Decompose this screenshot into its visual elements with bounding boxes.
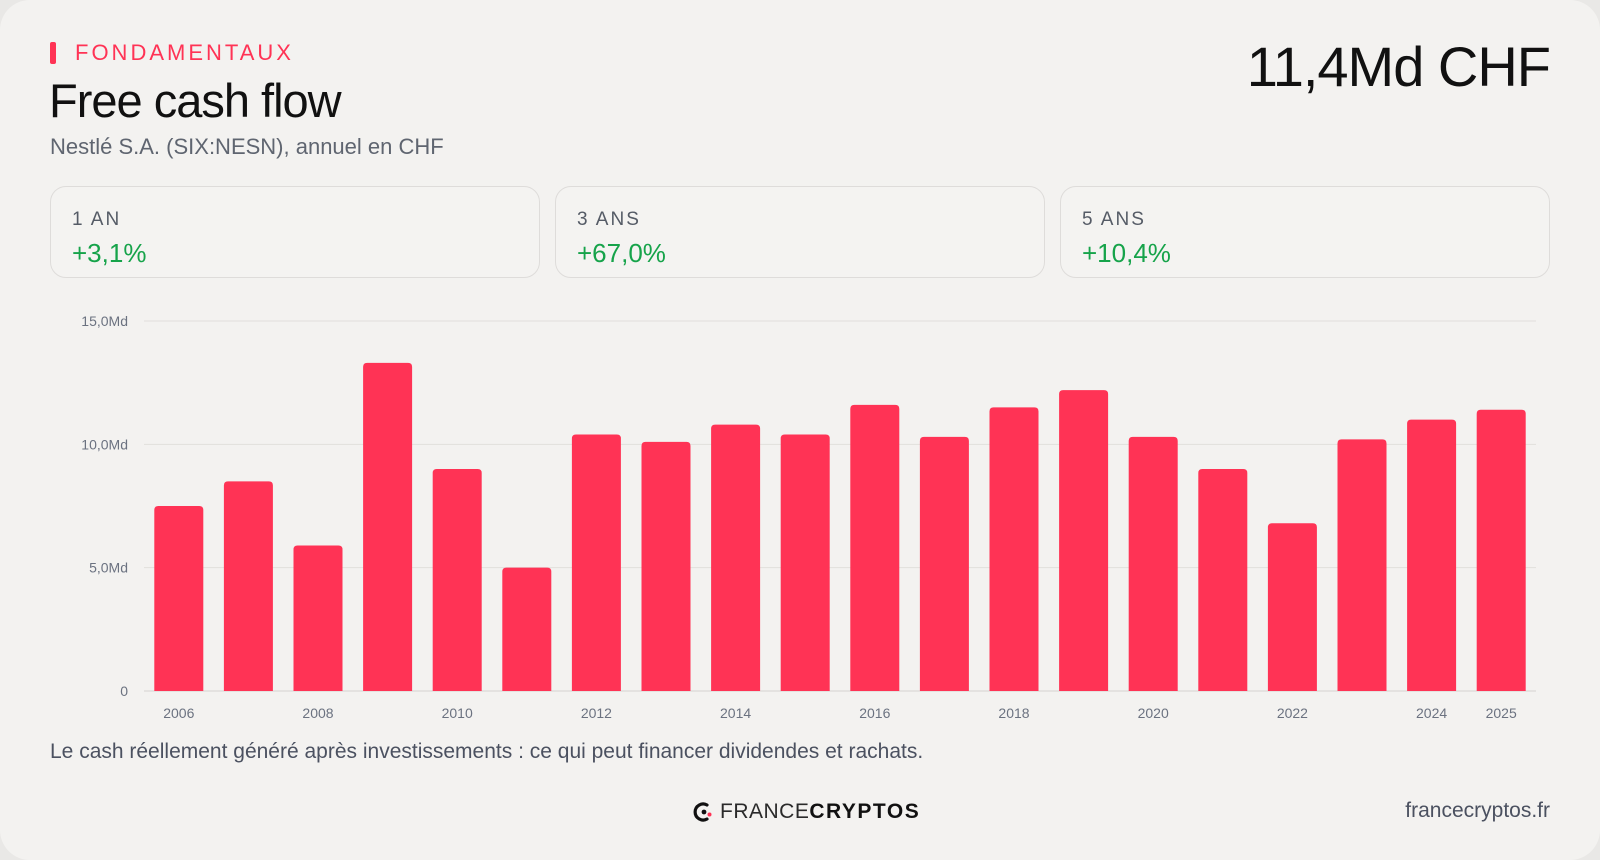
x-tick-label: 2008 <box>302 705 333 721</box>
bar-2024 <box>1407 419 1457 691</box>
x-tick-label: 2006 <box>163 705 194 721</box>
bar-2014 <box>711 424 761 691</box>
bar-2018 <box>989 407 1039 691</box>
x-tick-label: 2022 <box>1277 705 1308 721</box>
x-tick-label: 2010 <box>442 705 473 721</box>
bar-2011 <box>502 567 552 691</box>
bar-2022 <box>1267 523 1317 691</box>
bar-2023 <box>1337 439 1387 691</box>
stat-label: 3 ANS <box>577 209 641 230</box>
page-subtitle: Nestlé S.A. (SIX:NESN), annuel en CHF <box>50 134 444 159</box>
y-tick-label: 10,0Md <box>81 436 128 452</box>
kicker-text: FONDAMENTAUX <box>75 40 294 65</box>
x-tick-label: 2020 <box>1138 705 1169 721</box>
bar-2021 <box>1198 469 1248 691</box>
bar-2017 <box>919 436 969 691</box>
x-tick-label: 2024 <box>1416 705 1447 721</box>
page-title: Free cash flow <box>49 74 342 127</box>
stat-value: +3,1% <box>72 238 147 268</box>
bar-2019 <box>1059 390 1109 691</box>
y-tick-label: 0 <box>120 683 128 699</box>
stat-label: 1 AN <box>72 209 122 230</box>
y-tick-label: 5,0Md <box>89 560 128 576</box>
stat-card-1-year: 1 AN +3,1% <box>50 186 540 278</box>
x-tick-label: 2018 <box>998 705 1029 721</box>
bar-2020 <box>1128 436 1178 691</box>
bar-2016 <box>850 404 900 691</box>
kicker: FONDAMENTAUX <box>50 40 294 66</box>
site-url: francecryptos.fr <box>1405 799 1550 822</box>
logo-mark-icon <box>693 802 712 822</box>
stat-value: +10,4% <box>1082 238 1171 268</box>
bar-2009 <box>363 362 413 691</box>
bar-2006 <box>154 506 204 691</box>
stat-value: +67,0% <box>577 238 666 268</box>
stat-card-5-years: 5 ANS +10,4% <box>1060 186 1550 278</box>
stat-label: 5 ANS <box>1082 209 1146 230</box>
y-tick-label: 15,0Md <box>81 313 128 329</box>
logo-text-bold: CRYPTOS <box>809 800 921 823</box>
x-tick-label: 2016 <box>859 705 890 721</box>
stat-card-3-years: 3 ANS +67,0% <box>555 186 1045 278</box>
chart-caption: Le cash réellement généré après investis… <box>50 740 924 763</box>
x-tick-label: 2014 <box>720 705 751 721</box>
logo: FRANCE CRYPTOS <box>692 800 920 824</box>
bar-2012 <box>571 434 621 691</box>
bar-2010 <box>432 469 482 691</box>
x-tick-label: 2012 <box>581 705 612 721</box>
bar-2013 <box>641 441 691 691</box>
kicker-accent-bar <box>50 42 56 64</box>
bar-2025 <box>1476 409 1526 691</box>
bar-2007 <box>223 481 273 691</box>
headline-value: 11,4Md CHF <box>1246 35 1551 98</box>
logo-text-light: FRANCE <box>720 800 810 823</box>
bar-2008 <box>293 545 343 691</box>
x-tick-label: 2025 <box>1486 705 1517 721</box>
bar-chart: 0 5,0Md 10,0Md 15,0Md 2006 2008 2010 2012 2014 20… <box>81 313 1536 721</box>
bar-2015 <box>780 434 830 691</box>
